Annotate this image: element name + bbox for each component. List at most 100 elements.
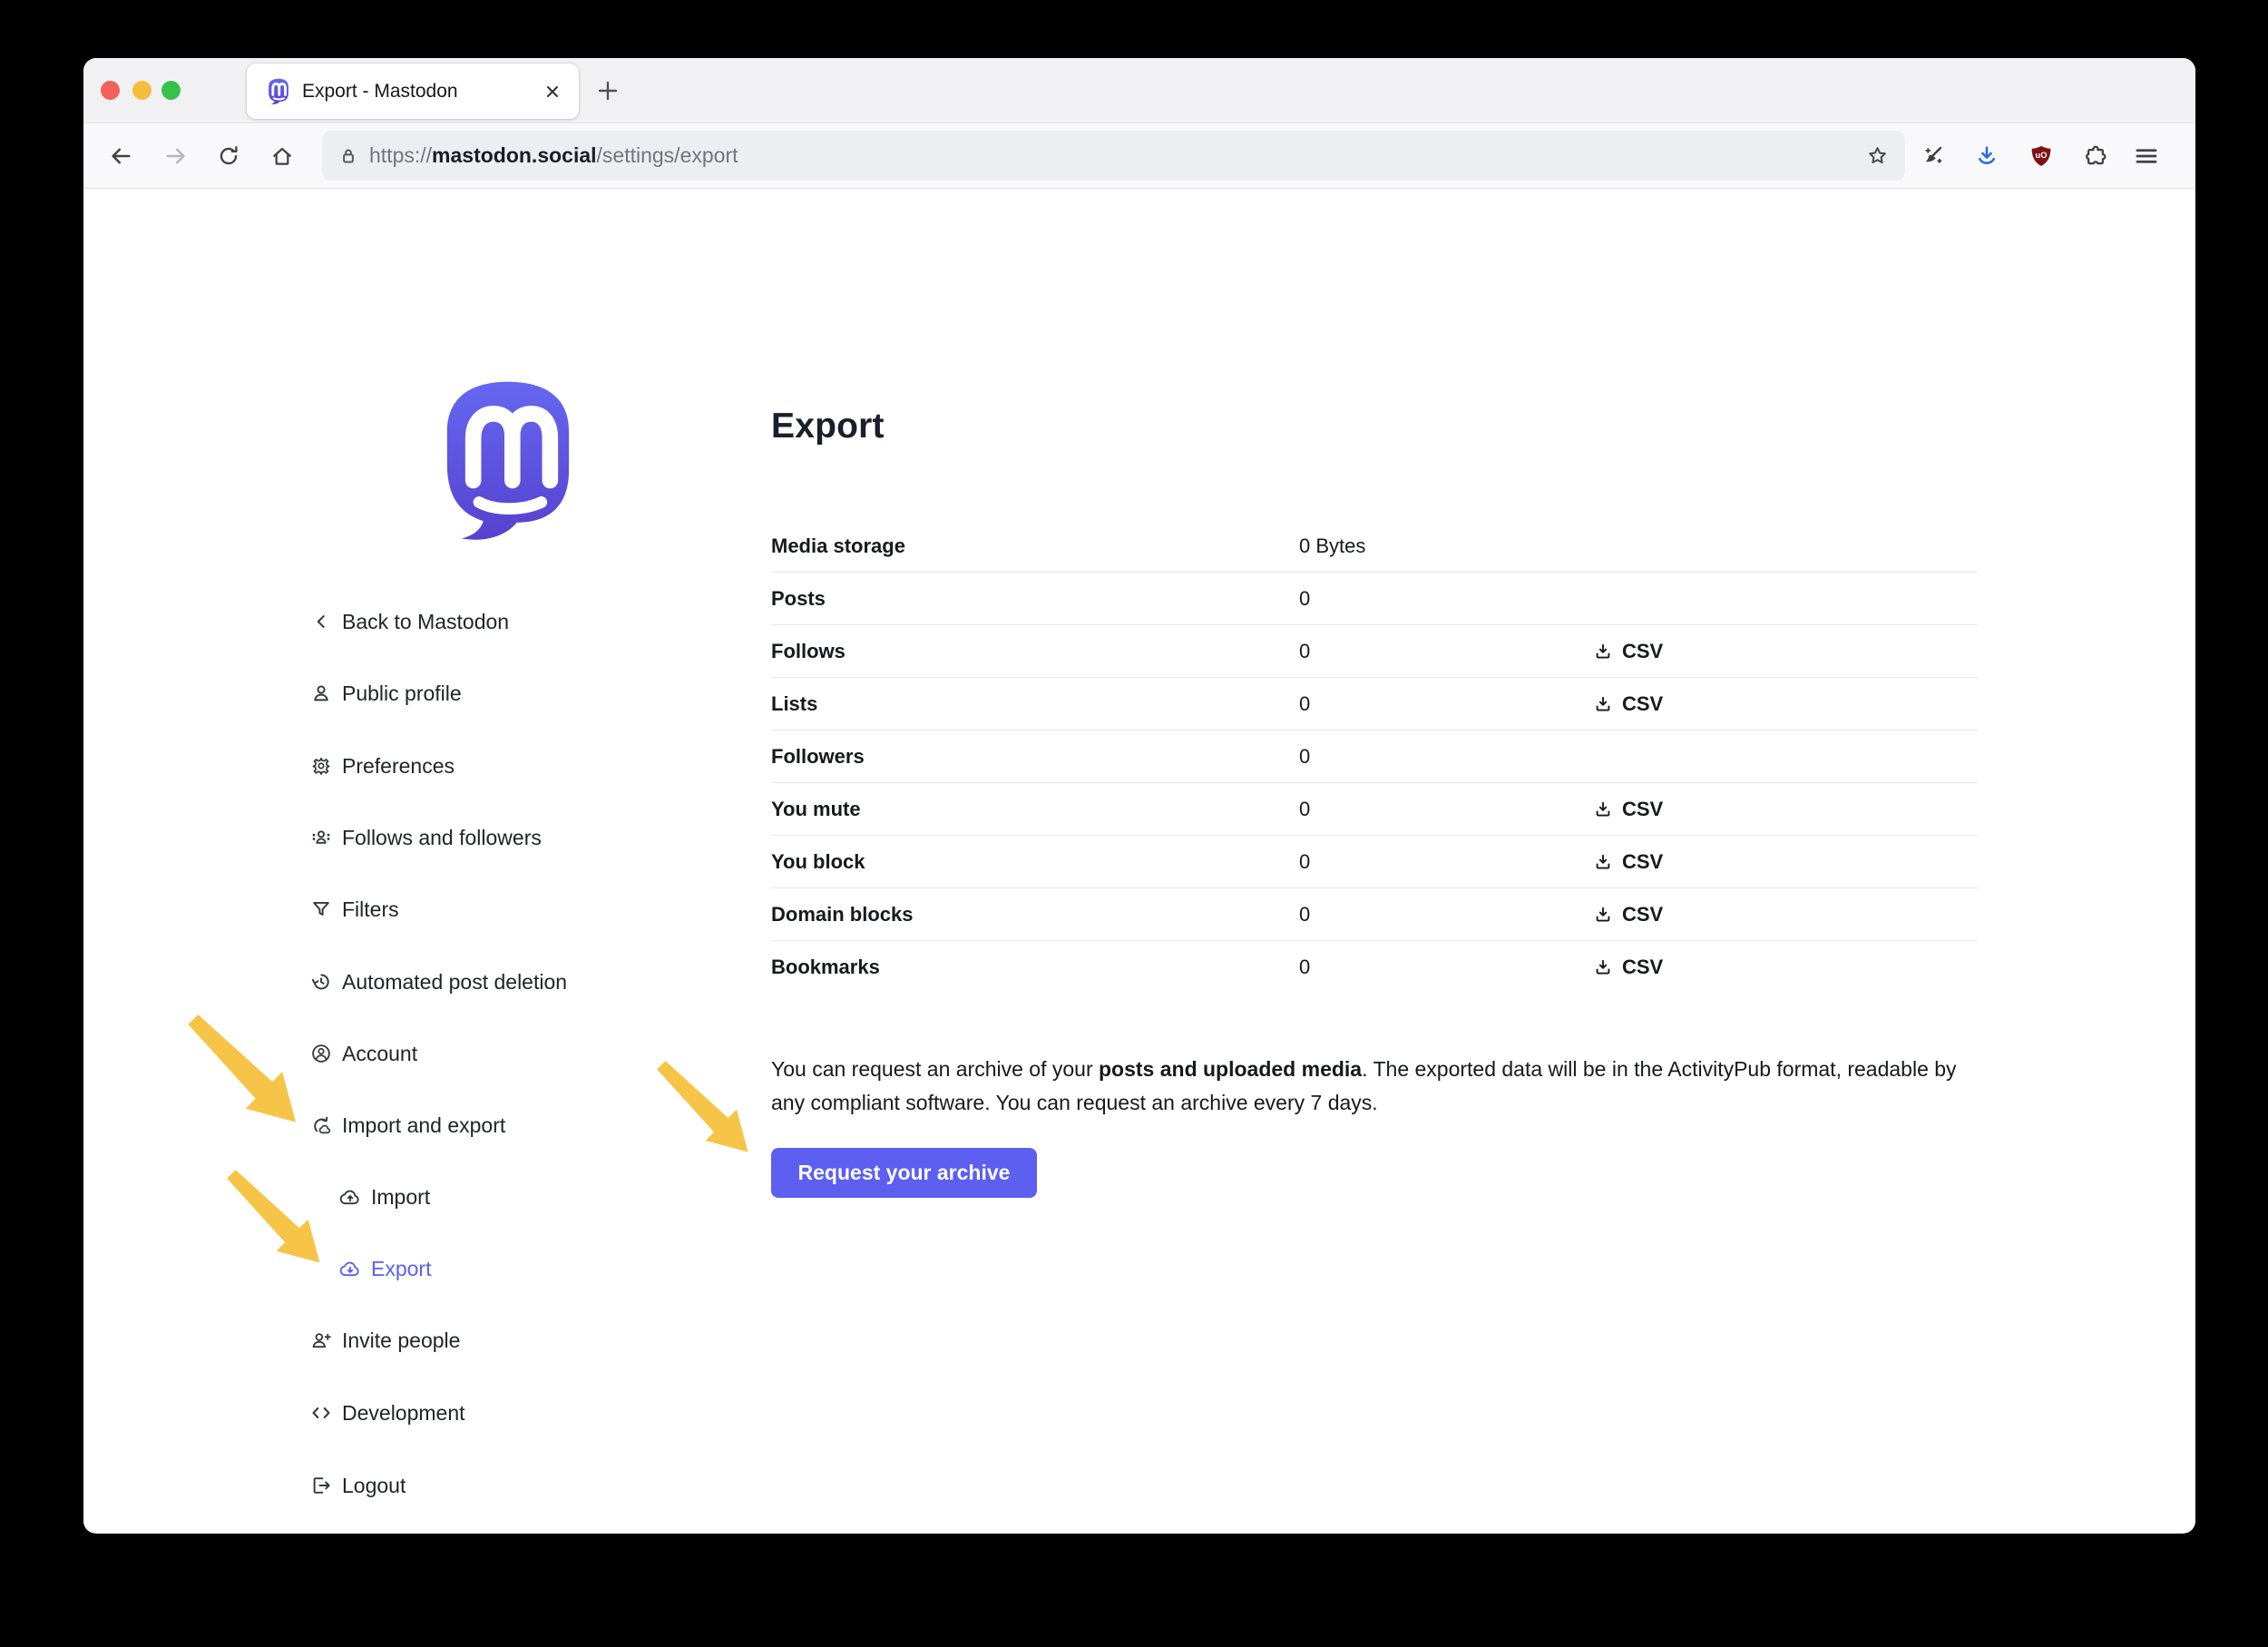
sidebar-back-to-mastodon[interactable]: Back to Mastodon: [309, 603, 509, 640]
home-button[interactable]: [267, 141, 298, 172]
sidebar-label: Automated post deletion: [342, 969, 568, 994]
export-table: Media storage 0 Bytes Posts 0 Follows 0 …: [771, 520, 1978, 994]
zoom-window-button[interactable]: [161, 81, 181, 100]
ublock-origin-icon[interactable]: uO: [2026, 141, 2057, 172]
download-icon: [1596, 696, 1610, 711]
download-icon: [1596, 643, 1610, 659]
clear-cache-broom-icon[interactable]: [1917, 141, 1948, 172]
minimize-window-button[interactable]: [132, 81, 152, 100]
tab-close-icon[interactable]: [541, 80, 564, 103]
sidebar-item-follows-and-followers[interactable]: Follows and followers: [309, 819, 542, 856]
row-value: 0: [1299, 797, 1311, 820]
sidebar-item-invite-people[interactable]: Invite people: [309, 1322, 460, 1358]
sidebar-item-import-and-export[interactable]: Import and export: [309, 1107, 505, 1143]
sidebar-label: Back to Mastodon: [342, 609, 510, 633]
row-value: 0: [1299, 744, 1311, 768]
archive-description: You can request an archive of your posts…: [771, 1053, 1983, 1120]
close-window-button[interactable]: [101, 81, 120, 100]
table-row-you-mute: You mute 0 CSV: [771, 783, 1978, 836]
account-circle-icon: [309, 1042, 333, 1065]
row-value: 0: [1299, 956, 1311, 978]
downloads-button[interactable]: [1971, 141, 2002, 172]
request-archive-button-label: Request your archive: [797, 1161, 1011, 1184]
annotation-arrow-request-button: [657, 1061, 748, 1152]
person-add-icon: [309, 1328, 333, 1352]
sidebar-label: Invite people: [342, 1328, 461, 1352]
description-text: . The exported data will be in the Activ…: [771, 1057, 1957, 1114]
page-title: Export: [771, 407, 885, 446]
sidebar-label: Import and export: [342, 1113, 506, 1137]
download-icon: [1596, 907, 1610, 922]
annotation-arrow-import-export: [188, 1014, 296, 1123]
cloud-sync-icon: [309, 1113, 333, 1137]
row-value: 0: [1299, 902, 1311, 926]
description-text: You can request an archive of your: [771, 1057, 1099, 1081]
code-icon: [309, 1401, 333, 1425]
gear-icon: [309, 754, 333, 778]
sidebar-label: Filters: [342, 897, 399, 921]
sidebar-item-automated-post-deletion[interactable]: Automated post deletion: [309, 964, 567, 1000]
sidebar-item-preferences[interactable]: Preferences: [309, 748, 455, 784]
csv-download-link[interactable]: CSV: [1592, 798, 1663, 821]
sidebar-item-public-profile[interactable]: Public profile: [309, 675, 462, 711]
sidebar-item-account[interactable]: Account: [309, 1035, 417, 1072]
csv-label: CSV: [1622, 956, 1664, 978]
row-value: 0: [1299, 586, 1311, 610]
people-icon: [309, 826, 333, 849]
browser-tab[interactable]: Export - Mastodon: [247, 64, 579, 119]
csv-label: CSV: [1622, 691, 1664, 715]
mastodon-logo[interactable]: [435, 377, 581, 540]
person-icon: [309, 681, 333, 705]
cloud-download-icon: [338, 1257, 362, 1280]
sidebar-label: Public profile: [342, 681, 462, 705]
csv-download-link[interactable]: CSV: [1592, 692, 1663, 716]
row-value: 0: [1299, 691, 1311, 715]
bookmark-star-icon[interactable]: [1862, 140, 1892, 171]
table-row-posts: Posts 0: [771, 573, 1978, 625]
download-icon: [1596, 959, 1610, 975]
csv-download-link[interactable]: CSV: [1592, 903, 1663, 926]
browser-window: Export - Mastodon https://mastodon.socia…: [83, 58, 2195, 1534]
csv-label: CSV: [1622, 797, 1664, 820]
row-label: Lists: [771, 691, 818, 715]
menu-hamburger-icon[interactable]: [2131, 141, 2162, 172]
sidebar-item-import[interactable]: Import: [338, 1179, 430, 1215]
row-label: Media storage: [771, 534, 905, 557]
request-archive-button[interactable]: Request your archive: [771, 1148, 1037, 1198]
csv-label: CSV: [1622, 902, 1664, 926]
sidebar-label: Preferences: [342, 753, 455, 778]
reload-button[interactable]: [213, 141, 244, 172]
sidebar-item-development[interactable]: Development: [309, 1395, 465, 1431]
row-label: You mute: [771, 797, 861, 820]
sidebar-item-logout[interactable]: Logout: [309, 1467, 406, 1504]
csv-download-link[interactable]: CSV: [1592, 956, 1663, 979]
new-tab-button[interactable]: [592, 75, 623, 106]
funnel-icon: [309, 897, 333, 921]
table-row-you-block: You block 0 CSV: [771, 836, 1978, 888]
sidebar-label: Account: [342, 1041, 418, 1065]
table-row-media-storage: Media storage 0 Bytes: [771, 520, 1978, 573]
tab-title: Export - Mastodon: [302, 80, 458, 102]
svg-text:uO: uO: [2036, 151, 2048, 160]
row-value: 0: [1299, 639, 1311, 662]
page-content: Back to Mastodon Public profile Preferen…: [83, 189, 2195, 1533]
url-bar[interactable]: https://mastodon.social/settings/export: [322, 131, 1905, 181]
download-icon: [1596, 801, 1610, 817]
table-row-domain-blocks: Domain blocks 0 CSV: [771, 888, 1978, 941]
sidebar-item-filters[interactable]: Filters: [309, 891, 399, 927]
navigation-toolbar: https://mastodon.social/settings/export …: [83, 123, 2195, 189]
table-row-followers: Followers 0: [771, 730, 1978, 783]
csv-download-link[interactable]: CSV: [1592, 850, 1663, 874]
row-value: 0: [1299, 849, 1311, 873]
sidebar-item-export[interactable]: Export: [338, 1250, 431, 1287]
csv-label: CSV: [1622, 639, 1664, 662]
row-label: Domain blocks: [771, 902, 914, 926]
csv-label: CSV: [1622, 849, 1664, 873]
csv-download-link[interactable]: CSV: [1592, 640, 1663, 663]
url-path: /settings/export: [596, 143, 738, 167]
extensions-puzzle-icon[interactable]: [2080, 141, 2111, 172]
lock-icon: [337, 144, 360, 168]
forward-button[interactable]: [161, 141, 191, 172]
back-button[interactable]: [105, 141, 136, 172]
row-label: Follows: [771, 639, 846, 662]
